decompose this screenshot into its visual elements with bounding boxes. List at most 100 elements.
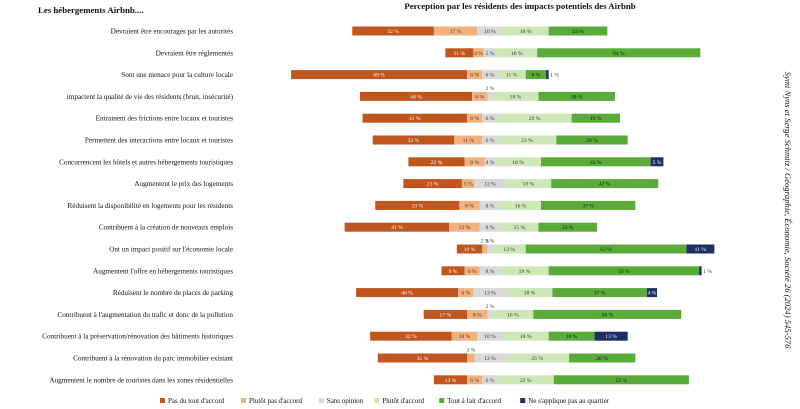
bar-segment [650, 157, 664, 167]
bar-segment [571, 113, 621, 123]
data-label: 2 % [486, 239, 495, 245]
bar-segment [433, 26, 478, 36]
bar-segment [456, 244, 483, 254]
bar-row: Contribuent à la création de nouveaux em… [99, 222, 598, 232]
category-label: Ont un impact positif sur l'économie loc… [109, 246, 233, 254]
bar-segment [699, 266, 702, 276]
bar-row: Réduisent le nombre de places de parking… [113, 288, 658, 298]
data-label: 6 % [461, 291, 470, 297]
bar-segment [538, 222, 598, 232]
bar-segment [479, 266, 501, 276]
data-label: 37 % [582, 203, 594, 209]
data-label: 6 % [486, 116, 495, 122]
bar-segment [454, 135, 483, 145]
category-label: Contribuent à la préservation/rénovation… [42, 333, 233, 341]
data-label: 22 % [431, 160, 443, 166]
bar-segment [569, 353, 636, 363]
bar-row: Contribuent à l'augmentation du trafic e… [57, 304, 682, 319]
category-label: Entrainent des frictions entre locaux et… [96, 115, 234, 123]
bar-segment [496, 48, 538, 58]
bar-segment [352, 26, 434, 36]
data-label: 6 % [486, 73, 495, 79]
bar-segment [497, 70, 526, 80]
legend-label: Pas du tout d'accord [168, 397, 225, 405]
bar-segment [449, 222, 480, 232]
data-label: 16 % [515, 203, 527, 209]
bar-row: Concurrencent les hôtels et autres héber… [59, 157, 664, 167]
data-label: 41 % [409, 116, 421, 122]
data-label: 41 % [391, 225, 403, 231]
legend-swatch [374, 398, 380, 403]
bar-row: Augmentent le nombre de touristes dans l… [49, 375, 689, 385]
data-label: 6 % [468, 269, 477, 275]
bar-segment [492, 91, 539, 101]
data-label: 18 % [524, 291, 536, 297]
data-label: 2 % [486, 86, 495, 92]
bar-segment [474, 353, 506, 363]
legend-swatch [439, 398, 445, 403]
category-label: Augmentent le prix des logements [134, 180, 233, 188]
bar-segment [492, 309, 534, 319]
data-label: 26 % [596, 356, 608, 362]
bar-segment [505, 179, 552, 189]
bar-segment [372, 135, 455, 145]
legend-item: Plutôt d'accord [374, 397, 425, 405]
bar-segment [482, 135, 498, 145]
data-label: 8 % [486, 203, 495, 209]
bar-segment [362, 113, 468, 123]
data-label: 10 % [464, 247, 476, 253]
legend-swatch [241, 398, 246, 403]
data-label: 4 % [647, 291, 656, 297]
bar-row: Contribuent à la rénovation du parc immo… [73, 348, 636, 363]
data-label: 6 % [486, 138, 495, 144]
data-label: 12 % [484, 182, 496, 188]
bar-segment [467, 353, 475, 363]
data-label: 35 % [417, 356, 429, 362]
legend-label: Ne s'applique pas au quartier [528, 397, 610, 405]
bar-segment [482, 113, 498, 123]
data-label: 9 % [449, 269, 458, 275]
bar-segment [479, 200, 501, 210]
bar-segment [403, 179, 462, 189]
data-label: 11 % [506, 73, 518, 79]
bar-segment [458, 288, 474, 298]
side-citation: Symi Nyns et Serge Schmitz / Géographie,… [783, 72, 793, 349]
legend-swatch [160, 398, 165, 403]
bar-segment [594, 331, 628, 341]
data-label: 23 % [572, 29, 584, 35]
category-label: Contribuent à la création de nouveaux em… [99, 224, 233, 232]
bar-segment [482, 244, 488, 254]
bar-segment [473, 288, 507, 298]
category-label: Contribuent à l'augmentation du trafic e… [57, 311, 233, 319]
legend-item: Ne s'applique pas au quartier [520, 397, 610, 405]
data-label: 10 % [484, 29, 496, 35]
bar-segment [484, 157, 496, 167]
bar-segment [467, 309, 488, 319]
bar-segment [548, 331, 595, 341]
bar-segment [502, 26, 549, 36]
category-label: Augmentent l'offre en hébergements touri… [93, 267, 233, 275]
data-label: 18 % [520, 334, 532, 340]
chart-title: Perception par les résidents des impacts… [404, 1, 635, 11]
bar-segment [497, 375, 554, 385]
data-label: 17 % [440, 312, 452, 318]
bar-segment [451, 331, 478, 341]
data-label: 23 % [427, 182, 439, 188]
data-label: 11 % [463, 138, 475, 144]
data-label: 37 % [594, 291, 606, 297]
bar-segment [533, 309, 682, 319]
bar-segment [541, 200, 636, 210]
bar-segment [553, 375, 689, 385]
legend-label: Tout à fait d'accord [447, 397, 501, 405]
data-label: 4 % [474, 51, 483, 57]
data-label: 16 % [507, 312, 519, 318]
legend-swatch [318, 398, 324, 403]
bar-segment [467, 375, 483, 385]
data-label: 2 % [480, 239, 489, 245]
bar-segment [548, 266, 700, 276]
category-label: Concurrencent les hôtels et autres héber… [59, 158, 233, 166]
category-label: Sont une menace pour la culture locale [121, 71, 233, 79]
category-label: Devraient être réglementés [156, 49, 234, 57]
bar-segment [344, 222, 450, 232]
data-label: 1 % [550, 73, 559, 79]
